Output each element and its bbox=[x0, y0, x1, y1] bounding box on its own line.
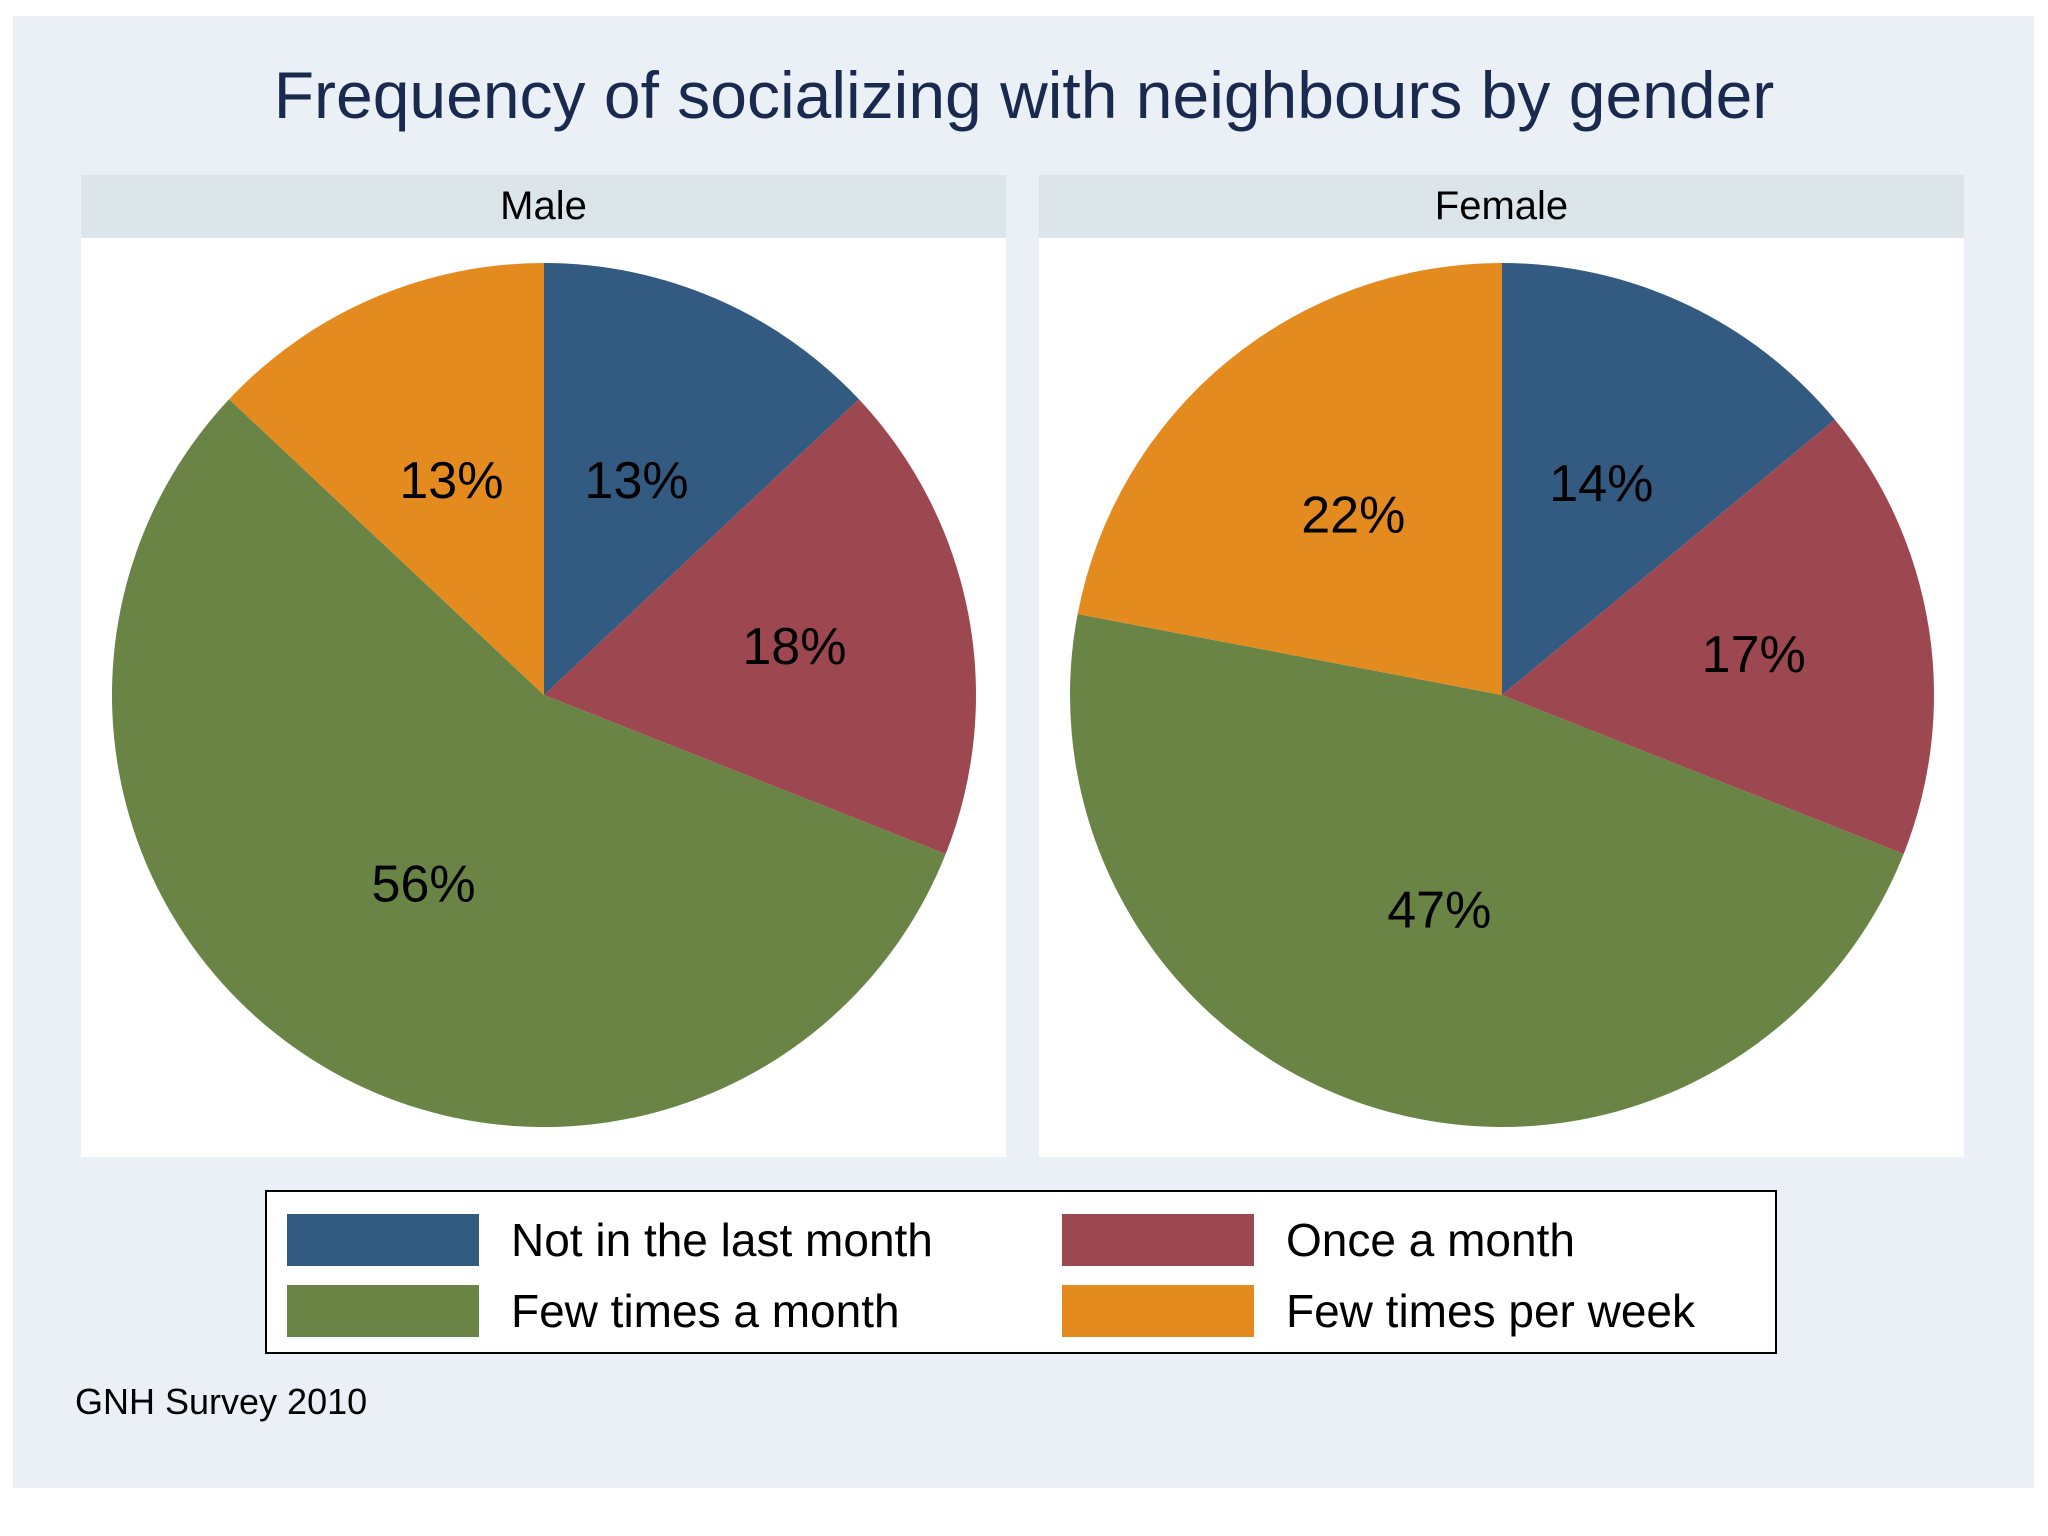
legend-swatch-not-in-last-month bbox=[287, 1214, 479, 1266]
pie-slice-female-few-times-a-month bbox=[1069, 614, 1904, 1127]
pie-slice-male-few-times-a-month bbox=[111, 399, 946, 1128]
pie-label-female-few-times-per-week: 22% bbox=[1301, 486, 1405, 544]
chart-title: Frequency of socializing with neighbours… bbox=[273, 58, 1775, 132]
panel-header-male: Male bbox=[81, 175, 1006, 238]
pie-slice-female-once-a-month bbox=[1502, 419, 1934, 855]
legend-label-not-in-last-month: Not in the last month bbox=[511, 1214, 933, 1266]
pie-label-female-once-a-month: 17% bbox=[1702, 626, 1806, 684]
legend-label-once-a-month: Once a month bbox=[1286, 1214, 1575, 1266]
pie-panel-female: Female 14% 17% 47% 22% bbox=[1039, 175, 1964, 1157]
legend-swatch-few-times-per-week bbox=[1062, 1285, 1254, 1337]
legend: Not in the last month Once a month Few t… bbox=[265, 1190, 1777, 1354]
pie-chart-male: 13% 18% 56% 13% bbox=[111, 263, 976, 1128]
pie-slice-male-once-a-month bbox=[544, 399, 976, 855]
panel-header-female: Female bbox=[1039, 175, 1964, 238]
pie-label-female-not-in-the-last-month: 14% bbox=[1549, 455, 1653, 513]
pie-label-female-few-times-a-month: 47% bbox=[1387, 882, 1491, 940]
legend-swatch-few-times-a-month bbox=[287, 1285, 479, 1337]
pie-slice-male-few-times-per-week bbox=[229, 263, 544, 695]
pie-slice-female-few-times-per-week bbox=[1077, 263, 1502, 695]
pie-label-male-once-a-month: 18% bbox=[742, 618, 846, 676]
pie-chart-female: 14% 17% 47% 22% bbox=[1069, 263, 1934, 1127]
legend-label-few-times-a-month: Few times a month bbox=[511, 1285, 900, 1337]
legend-swatch-once-a-month bbox=[1062, 1214, 1254, 1266]
pie-label-male-few-times-a-month: 56% bbox=[372, 856, 476, 914]
pie-panel-male: Male 13% 18% 56% 13% bbox=[81, 175, 1006, 1157]
source-note: GNH Survey 2010 bbox=[75, 1381, 368, 1422]
legend-label-few-times-per-week: Few times per week bbox=[1286, 1285, 1696, 1337]
pie-slice-female-not-in-the-last-month bbox=[1502, 263, 1835, 695]
pie-label-male-not-in-the-last-month: 13% bbox=[585, 452, 689, 510]
pie-label-male-few-times-per-week: 13% bbox=[399, 452, 503, 510]
pie-slice-male-not-in-the-last-month bbox=[544, 263, 859, 695]
